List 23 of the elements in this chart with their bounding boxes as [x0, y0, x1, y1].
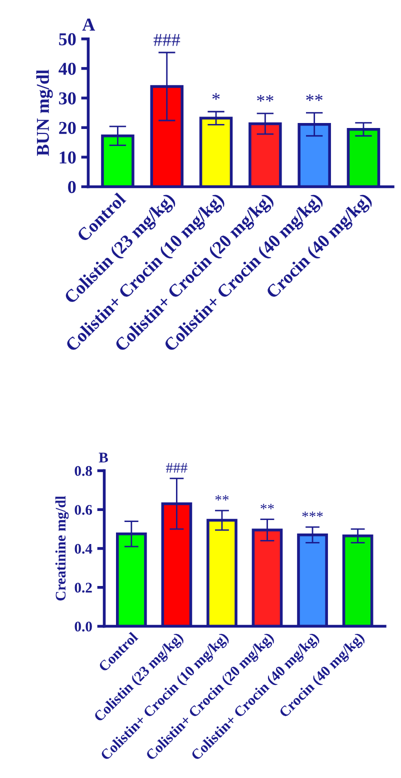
y-tick-label: 0.0: [74, 622, 92, 632]
annotation: **: [257, 94, 274, 102]
y-tick-label: 0: [68, 180, 76, 194]
chart-title: A: [82, 18, 96, 31]
annotation: **: [260, 504, 274, 510]
annotation: **: [306, 94, 322, 101]
annotation: *: [212, 93, 220, 100]
y-tick-label: 0.6: [74, 504, 92, 515]
y-tick-label: 50: [59, 33, 76, 46]
y-tick-label: 10: [60, 151, 76, 164]
y-axis-title: BUN mg/dl: [36, 70, 53, 156]
chart-title: B: [98, 452, 108, 462]
annotation: ###: [154, 34, 180, 46]
annotation: ***: [302, 512, 323, 518]
annotation: ###: [166, 463, 188, 473]
annotation: **: [215, 495, 229, 500]
y-tick-label: 30: [59, 92, 76, 104]
y-axis-title: Creatinine mg/dl: [55, 496, 69, 601]
y-tick-label: 40: [58, 62, 76, 75]
y-tick-label: 20: [59, 122, 76, 134]
y-tick-label: 0.8: [74, 466, 92, 476]
y-tick-label: 0.2: [74, 582, 92, 593]
y-tick-label: 0.4: [74, 544, 92, 554]
